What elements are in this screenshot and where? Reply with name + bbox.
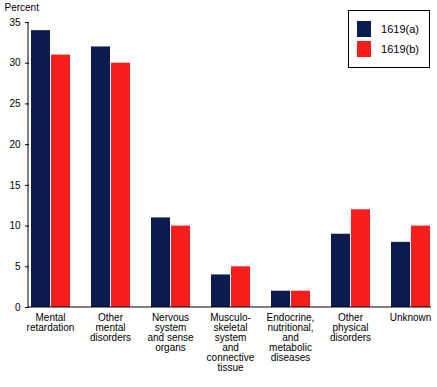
svg-text:30: 30: [9, 57, 21, 68]
svg-text:Othermentaldisorders: Othermentaldisorders: [90, 312, 131, 343]
svg-text:5: 5: [15, 261, 21, 272]
svg-text:10: 10: [9, 220, 21, 231]
svg-text:Percent: Percent: [5, 2, 40, 13]
svg-text:Nervoussystemand senseorgans: Nervoussystemand senseorgans: [147, 312, 194, 353]
svg-text:25: 25: [9, 98, 21, 109]
svg-text:Mentalretardation: Mentalretardation: [27, 312, 75, 333]
svg-text:35: 35: [9, 17, 21, 28]
svg-text:Musculo-skeletalsystemandconne: Musculo-skeletalsystemandconnectivetissu…: [207, 312, 255, 373]
html-text:1619(b): 1619(b): [381, 43, 419, 55]
svg-text:Otherphysicaldisorders: Otherphysicaldisorders: [330, 312, 371, 343]
html-text:1619(a): 1619(a): [381, 23, 419, 35]
svg-text:Unknown: Unknown: [390, 312, 432, 323]
svg-text:Endocrine,nutritional,andmetab: Endocrine,nutritional,andmetabolicdiseas…: [267, 312, 315, 363]
svg-text:20: 20: [9, 139, 21, 150]
svg-text:15: 15: [9, 180, 21, 191]
svg-text:0: 0: [15, 302, 21, 313]
